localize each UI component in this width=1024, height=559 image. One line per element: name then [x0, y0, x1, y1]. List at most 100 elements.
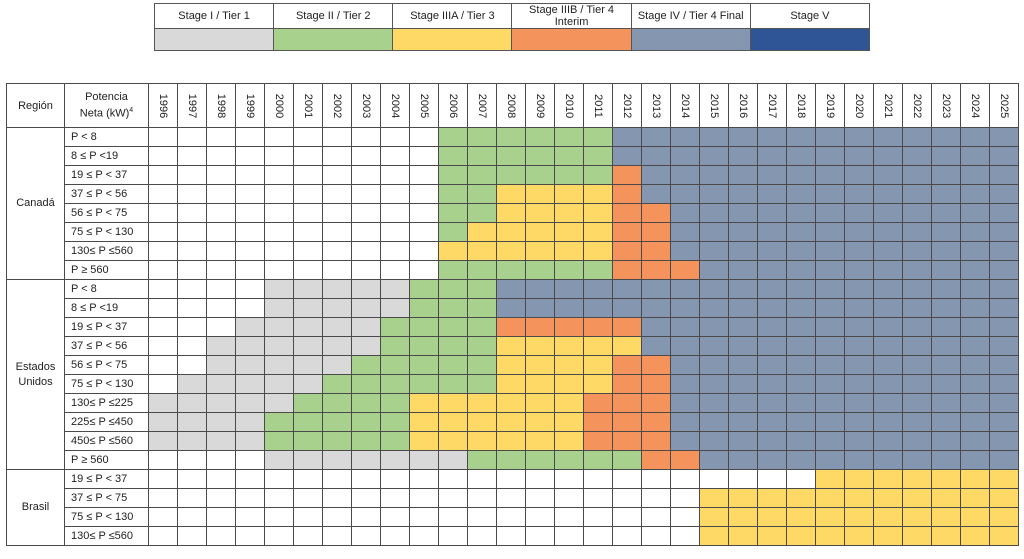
- stage-cell-1997: [177, 431, 207, 451]
- stage-cell-2024: [960, 336, 990, 356]
- stage-cell-2020: [844, 127, 874, 147]
- stage-cell-2017: [757, 222, 787, 242]
- stage-cell-2006: [438, 488, 468, 508]
- stage-cell-2014: [670, 355, 700, 375]
- stage-cell-2017: [757, 355, 787, 375]
- stage-cell-2020: [844, 298, 874, 318]
- stage-cell-2019: [815, 298, 845, 318]
- stage-cell-1997: [177, 336, 207, 356]
- stage-cell-2016: [728, 336, 758, 356]
- stage-cell-2007: [467, 203, 497, 223]
- stage-cell-2020: [844, 336, 874, 356]
- region-header: Región: [6, 83, 65, 128]
- stage-cell-1998: [206, 336, 236, 356]
- stage-cell-2017: [757, 412, 787, 432]
- stage-cell-2012: [612, 469, 642, 489]
- stage-cell-2012: [612, 279, 642, 299]
- stage-cell-1998: [206, 469, 236, 489]
- stage-cell-2012: [612, 241, 642, 261]
- stage-cell-2022: [902, 431, 932, 451]
- stage-cell-2014: [670, 336, 700, 356]
- stage-cell-2013: [641, 488, 671, 508]
- stage-cell-2005: [409, 146, 439, 166]
- stage-cell-2010: [554, 526, 584, 546]
- stage-cell-2016: [728, 374, 758, 394]
- stage-cell-2007: [467, 146, 497, 166]
- legend-swatch-4: [630, 28, 751, 51]
- stage-cell-1999: [235, 241, 265, 261]
- stage-cell-2008: [496, 184, 526, 204]
- stage-cell-2016: [728, 526, 758, 546]
- stage-cell-2019: [815, 431, 845, 451]
- stage-cell-2023: [931, 317, 961, 337]
- stage-cell-2007: [467, 507, 497, 527]
- power-range-label: 37 ≤ P < 56: [64, 336, 149, 356]
- stage-cell-2017: [757, 203, 787, 223]
- table-row: 37 ≤ P < 56: [7, 184, 1019, 204]
- stage-cell-2023: [931, 222, 961, 242]
- stage-cell-2001: [293, 203, 323, 223]
- stage-cell-2017: [757, 165, 787, 185]
- stage-cell-2017: [757, 469, 787, 489]
- stage-cell-2016: [728, 203, 758, 223]
- stage-cell-2003: [351, 507, 381, 527]
- stage-cell-2021: [873, 393, 903, 413]
- stage-cell-2002: [322, 146, 352, 166]
- stage-cell-2018: [786, 317, 816, 337]
- stage-cell-2003: [351, 450, 381, 470]
- stage-cell-2024: [960, 374, 990, 394]
- stage-cell-2005: [409, 203, 439, 223]
- stage-cell-2014: [670, 184, 700, 204]
- stage-cell-2018: [786, 222, 816, 242]
- stage-cell-2024: [960, 222, 990, 242]
- stage-cell-2014: [670, 279, 700, 299]
- stage-cell-1997: [177, 298, 207, 318]
- stage-cell-2005: [409, 165, 439, 185]
- stage-cell-2017: [757, 336, 787, 356]
- stage-cell-2023: [931, 450, 961, 470]
- stage-cell-2011: [583, 450, 613, 470]
- stage-cell-2016: [728, 412, 758, 432]
- legend-label-2: Stage IIIA / Tier 3: [392, 3, 513, 29]
- stage-cell-2017: [757, 431, 787, 451]
- stage-cell-2011: [583, 146, 613, 166]
- legend-label-5: Stage V: [749, 3, 871, 29]
- stage-cell-2002: [322, 203, 352, 223]
- stage-cell-1996: [148, 336, 178, 356]
- stage-cell-2021: [873, 526, 903, 546]
- stage-cell-2002: [322, 431, 352, 451]
- stage-cell-2011: [583, 260, 613, 280]
- table-row: 37 ≤ P < 56: [7, 336, 1019, 356]
- stage-cell-2025: [989, 260, 1019, 280]
- stage-cell-2001: [293, 488, 323, 508]
- stage-cell-2011: [583, 507, 613, 527]
- stage-cell-2015: [699, 298, 729, 318]
- year-header-2021: 2021: [873, 83, 903, 128]
- stage-cell-2014: [670, 507, 700, 527]
- stage-cell-2007: [467, 241, 497, 261]
- stage-cell-2018: [786, 469, 816, 489]
- stage-cell-2009: [525, 469, 555, 489]
- stage-cell-2015: [699, 279, 729, 299]
- power-range-label: 450≤ P ≤560: [64, 431, 149, 451]
- stage-cell-2000: [264, 507, 294, 527]
- stage-cell-2025: [989, 488, 1019, 508]
- stage-cell-2010: [554, 317, 584, 337]
- stage-cell-2015: [699, 393, 729, 413]
- stage-cell-2007: [467, 374, 497, 394]
- stage-cell-2006: [438, 526, 468, 546]
- stage-cell-1997: [177, 165, 207, 185]
- table-row: 225≤ P ≤450: [7, 412, 1019, 432]
- stage-cell-2011: [583, 488, 613, 508]
- stage-cell-2007: [467, 298, 497, 318]
- power-range-label: 130≤ P ≤225: [64, 393, 149, 413]
- stage-cell-1997: [177, 127, 207, 147]
- table-row: 19 ≤ P < 37: [7, 317, 1019, 337]
- stage-cell-1996: [148, 298, 178, 318]
- stage-cell-2011: [583, 469, 613, 489]
- stage-cell-1999: [235, 507, 265, 527]
- stage-cell-1998: [206, 488, 236, 508]
- stage-cell-2004: [380, 260, 410, 280]
- stage-cell-2018: [786, 298, 816, 318]
- stage-cell-2002: [322, 184, 352, 204]
